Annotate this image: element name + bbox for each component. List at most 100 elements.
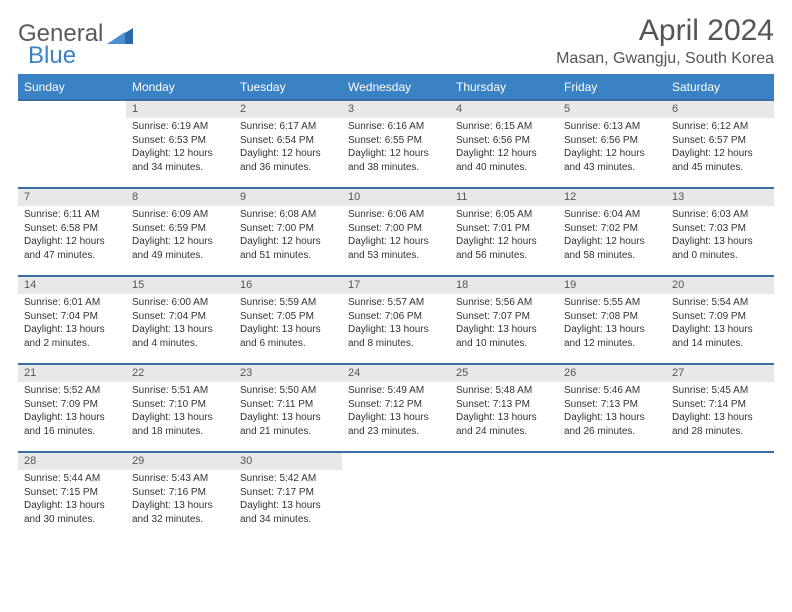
- day-number: 7: [24, 191, 30, 203]
- sunrise-text: Sunrise: 5:51 AM: [132, 384, 228, 398]
- day-number: 12: [564, 191, 576, 203]
- month-title: April 2024: [556, 14, 774, 48]
- sunrise-text: Sunrise: 6:11 AM: [24, 208, 120, 222]
- day-number: 11: [456, 191, 467, 203]
- daylight-text: Daylight: 13 hours and 34 minutes.: [240, 499, 336, 526]
- day-number-cell: 29: [126, 452, 234, 470]
- sunrise-text: Sunrise: 5:46 AM: [564, 384, 660, 398]
- day-number-row: 14151617181920: [18, 276, 774, 294]
- day-content-cell: Sunrise: 6:12 AMSunset: 6:57 PMDaylight:…: [666, 118, 774, 188]
- sunset-text: Sunset: 6:53 PM: [132, 134, 228, 148]
- sunrise-text: Sunrise: 6:03 AM: [672, 208, 768, 222]
- day-number-cell: 10: [342, 188, 450, 206]
- logo-triangle-icon: [107, 24, 133, 44]
- sunset-text: Sunset: 7:03 PM: [672, 222, 768, 236]
- daylight-text: Daylight: 13 hours and 4 minutes.: [132, 323, 228, 350]
- sunset-text: Sunset: 7:08 PM: [564, 310, 660, 324]
- day-number: 10: [348, 191, 360, 203]
- day-content-cell: Sunrise: 6:11 AMSunset: 6:58 PMDaylight:…: [18, 206, 126, 276]
- day-content-row: Sunrise: 6:19 AMSunset: 6:53 PM Daylight:…: [18, 118, 774, 188]
- weekday-header-row: Sunday Monday Tuesday Wednesday Thursday…: [18, 75, 774, 101]
- title-block: April 2024 Masan, Gwangju, South Korea: [556, 14, 774, 68]
- day-content-cell: Sunrise: 6:09 AMSunset: 6:59 PMDaylight:…: [126, 206, 234, 276]
- sunrise-text: Sunrise: 6:04 AM: [564, 208, 660, 222]
- sunrise-text: Sunrise: 5:45 AM: [672, 384, 768, 398]
- day-number-row: 28 29 30: [18, 452, 774, 470]
- sunrise-text: Sunrise: 6:09 AM: [132, 208, 228, 222]
- sunrise-text: Sunrise: 5:52 AM: [24, 384, 120, 398]
- daylight-text: Daylight: 12 hours and 47 minutes.: [24, 235, 120, 262]
- weekday-header: Tuesday: [234, 75, 342, 101]
- sunrise-text: Sunrise: 5:50 AM: [240, 384, 336, 398]
- day-content-row: Sunrise: 5:52 AMSunset: 7:09 PMDaylight:…: [18, 382, 774, 452]
- day-number-cell: 5: [558, 100, 666, 118]
- sunrise-text: Sunrise: 5:49 AM: [348, 384, 444, 398]
- sunrise-text: Sunrise: 6:12 AM: [672, 120, 768, 134]
- sunrise-text: Sunrise: 6:13 AM: [564, 120, 660, 134]
- sunset-text: Sunset: 7:05 PM: [240, 310, 336, 324]
- day-number-cell: 27: [666, 364, 774, 382]
- day-number-cell: 8: [126, 188, 234, 206]
- sunrise-text: Sunrise: 6:19 AM: [132, 120, 228, 134]
- day-content-cell: Sunrise: 5:56 AMSunset: 7:07 PMDaylight:…: [450, 294, 558, 364]
- sunset-text: Sunset: 6:56 PM: [456, 134, 552, 148]
- daylight-text: Daylight: 13 hours and 8 minutes.: [348, 323, 444, 350]
- day-number: 26: [564, 367, 576, 379]
- daylight-text: Daylight: 12 hours and 43 minutes.: [564, 147, 660, 174]
- day-content-row: Sunrise: 6:11 AMSunset: 6:58 PMDaylight:…: [18, 206, 774, 276]
- day-number-cell: 12: [558, 188, 666, 206]
- sunrise-text: Sunrise: 6:00 AM: [132, 296, 228, 310]
- day-number: 15: [132, 279, 144, 291]
- location-subtitle: Masan, Gwangju, South Korea: [556, 50, 774, 68]
- day-number-row: 78910111213: [18, 188, 774, 206]
- day-number-row: 123456: [18, 100, 774, 118]
- day-content-cell: Sunrise: 5:59 AMSunset: 7:05 PMDaylight:…: [234, 294, 342, 364]
- day-content-cell: Sunrise: 5:44 AMSunset: 7:15 PMDaylight:…: [18, 470, 126, 540]
- sunset-text: Sunset: 7:13 PM: [456, 398, 552, 412]
- day-content-cell: Sunrise: 6:04 AMSunset: 7:02 PMDaylight:…: [558, 206, 666, 276]
- daylight-text: Daylight: 13 hours and 32 minutes.: [132, 499, 228, 526]
- daylight-text: Daylight: 13 hours and 0 minutes.: [672, 235, 768, 262]
- sunset-text: Sunset: 6:55 PM: [348, 134, 444, 148]
- sunset-text: Sunset: 7:04 PM: [24, 310, 120, 324]
- sunset-text: Sunset: 7:07 PM: [456, 310, 552, 324]
- day-number: 30: [240, 455, 252, 467]
- daylight-text: Daylight: 13 hours and 14 minutes.: [672, 323, 768, 350]
- daylight-text: Daylight: 12 hours and 40 minutes.: [456, 147, 552, 174]
- day-number-cell: 21: [18, 364, 126, 382]
- day-number: 2: [240, 103, 246, 115]
- daylight-text: Daylight: 12 hours and 49 minutes.: [132, 235, 228, 262]
- day-number: 25: [456, 367, 468, 379]
- sunset-text: Sunset: 6:54 PM: [240, 134, 336, 148]
- day-number-cell: 20: [666, 276, 774, 294]
- sunrise-text: Sunrise: 6:01 AM: [24, 296, 120, 310]
- sunrise-text: Sunrise: 6:06 AM: [348, 208, 444, 222]
- sunset-text: Sunset: 7:09 PM: [672, 310, 768, 324]
- day-number-cell: [558, 452, 666, 470]
- day-content-cell: Sunrise: 5:43 AMSunset: 7:16 PMDaylight:…: [126, 470, 234, 540]
- sunset-text: Sunset: 6:57 PM: [672, 134, 768, 148]
- sunset-text: Sunset: 7:00 PM: [348, 222, 444, 236]
- day-content-cell: Sunrise: 6:06 AMSunset: 7:00 PMDaylight:…: [342, 206, 450, 276]
- sunset-text: Sunset: 7:04 PM: [132, 310, 228, 324]
- sunrise-text: Sunrise: 6:08 AM: [240, 208, 336, 222]
- daylight-text: Daylight: 12 hours and 38 minutes.: [348, 147, 444, 174]
- day-number-cell: [18, 100, 126, 118]
- day-number-cell: 22: [126, 364, 234, 382]
- sunset-text: Sunset: 7:09 PM: [24, 398, 120, 412]
- daylight-text: Daylight: 13 hours and 30 minutes.: [24, 499, 120, 526]
- day-number: 6: [672, 103, 678, 115]
- day-number-cell: 4: [450, 100, 558, 118]
- day-number-cell: 2: [234, 100, 342, 118]
- sunset-text: Sunset: 7:02 PM: [564, 222, 660, 236]
- day-number: 3: [348, 103, 354, 115]
- weekday-header: Saturday: [666, 75, 774, 101]
- calendar-table: Sunday Monday Tuesday Wednesday Thursday…: [18, 74, 774, 540]
- day-content-cell: [666, 470, 774, 540]
- day-content-cell: Sunrise: 6:03 AMSunset: 7:03 PMDaylight:…: [666, 206, 774, 276]
- day-number-cell: 25: [450, 364, 558, 382]
- day-number: 28: [24, 455, 36, 467]
- day-number: 13: [672, 191, 684, 203]
- day-number: 22: [132, 367, 144, 379]
- day-number-cell: 13: [666, 188, 774, 206]
